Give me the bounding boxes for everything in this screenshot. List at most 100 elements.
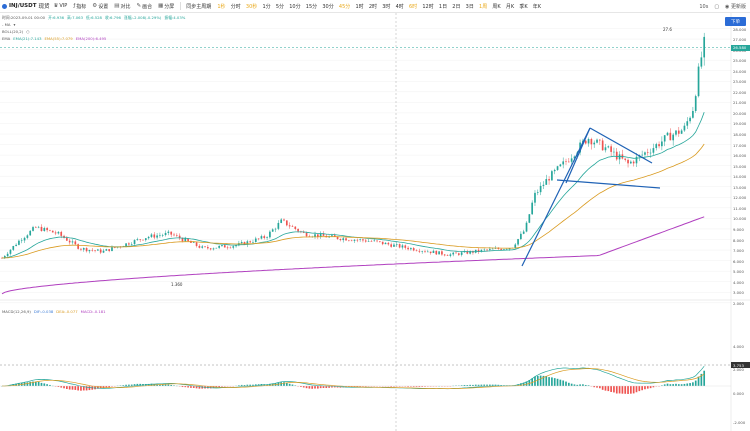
macd-histogram-bar <box>410 386 412 387</box>
compare-button[interactable]: ▤ 对比 <box>114 3 130 10</box>
interval-tab[interactable]: 30秒 <box>245 3 258 10</box>
candle-body <box>593 142 596 145</box>
candle-body <box>277 222 280 229</box>
candle-body <box>221 245 223 247</box>
candle-body <box>153 234 156 238</box>
candle-body <box>85 248 88 252</box>
split-screen-button[interactable]: ▦ 分屏 <box>158 3 174 10</box>
refresh-rate[interactable]: 10s <box>699 3 709 10</box>
interval-tab[interactable]: 月K <box>505 3 515 10</box>
interval-tab[interactable]: 1时 <box>355 3 364 10</box>
candle-body <box>404 245 407 248</box>
macd-histogram-bar <box>119 385 122 386</box>
interval-tab[interactable]: 2日 <box>452 3 461 10</box>
macd-histogram-bar <box>393 386 395 387</box>
interval-tabs: 1秒 分时 30秒 1分 5分 10分 15分 30分 45分 1时 2时 3时 4时 6时 12时 1日 2日… <box>217 3 546 10</box>
candle-body <box>187 238 189 242</box>
candle-body <box>697 66 700 97</box>
line2-item: - MA <box>2 22 11 27</box>
screenshot-icon[interactable]: ▢ <box>714 3 720 10</box>
macd-histogram-bar <box>74 386 77 390</box>
macd-histogram-bar <box>291 384 294 386</box>
macd-histogram-bar <box>675 383 677 386</box>
macd-histogram-bar <box>624 386 627 394</box>
candle-body <box>252 242 254 243</box>
sync-period-button[interactable]: 同步主周期 <box>186 3 211 10</box>
line1-item: 收:6.796 <box>104 15 121 20</box>
candle-body <box>424 251 426 252</box>
candle-body <box>449 254 452 256</box>
interval-tab[interactable]: 3日 <box>465 3 474 10</box>
indicator-button[interactable]: ƒ 指标 <box>73 3 86 10</box>
candle-body <box>170 231 173 235</box>
candle-body <box>362 239 364 241</box>
price-axis[interactable]: 28.00027.00026.00025.00024.00023.00022.0… <box>731 0 750 306</box>
candle-body <box>37 226 40 228</box>
macd-histogram-bar <box>43 383 46 386</box>
macd-histogram-bar <box>517 384 519 386</box>
line1-item: 时间:2023-09-01 00:00 <box>2 15 46 20</box>
split-label: 分屏 <box>164 3 175 10</box>
macd-axis[interactable]: 4.000 2.000 0.000 -2.000 <box>731 300 750 431</box>
interval-tab[interactable]: 5分 <box>275 3 285 10</box>
candle-body <box>553 169 556 172</box>
macd-histogram-bar <box>159 384 161 386</box>
interval-tab[interactable]: 12时 <box>422 3 434 10</box>
price-tick: 27.000 <box>733 37 747 43</box>
boll-info[interactable]: BOLL(20,2) ○ <box>2 29 33 34</box>
interval-tab[interactable]: 45分 <box>338 3 351 10</box>
vip-button[interactable]: ♛ VIP <box>53 3 67 9</box>
macd-histogram-bar <box>412 386 415 387</box>
candle-body <box>57 231 60 234</box>
interval-tab[interactable]: 4时 <box>395 3 404 10</box>
interval-tab[interactable]: 周K <box>492 3 501 10</box>
interval-tab[interactable]: 1分 <box>262 3 271 10</box>
candle-body <box>381 241 384 245</box>
interval-tab[interactable]: 15分 <box>305 3 318 10</box>
interval-tab[interactable]: 30分 <box>322 3 334 10</box>
interval-tab[interactable]: 2时 <box>368 3 378 10</box>
trendline-top <box>589 127 653 164</box>
candle-body <box>460 252 463 255</box>
interval-tab[interactable]: 1秒 <box>217 3 226 10</box>
interval-tab[interactable]: 分时 <box>230 3 241 10</box>
candle-body <box>82 248 85 250</box>
interval-tab[interactable]: 季K <box>519 3 528 10</box>
macd-histogram-bar <box>223 386 226 387</box>
candle-body <box>522 231 525 234</box>
price-tick: 14.000 <box>733 174 747 180</box>
macd-histogram-bar <box>322 386 325 389</box>
draw-button[interactable]: ✎ 画合 <box>136 3 152 10</box>
divider <box>180 2 182 10</box>
candle-body <box>175 235 178 236</box>
candle-body <box>641 154 643 156</box>
candle-body <box>26 235 29 238</box>
candle-body <box>308 236 311 237</box>
candle-body <box>556 166 559 170</box>
interval-tab[interactable]: 3时 <box>382 3 391 10</box>
interval-tab[interactable]: 6时 <box>408 3 418 10</box>
candle-body <box>393 244 395 247</box>
macd-histogram-bar <box>288 383 291 386</box>
macd-histogram-bar <box>686 383 689 386</box>
order-button[interactable]: 下单 <box>725 17 746 26</box>
interval-tab[interactable]: 10分 <box>289 3 301 10</box>
macd-histogram-bar <box>472 384 474 386</box>
interval-tab[interactable]: 年K <box>532 3 542 10</box>
candle-body <box>319 233 322 237</box>
interval-tab[interactable]: 1日 <box>438 3 448 10</box>
macd-histogram-bar <box>122 385 125 386</box>
version-toggle[interactable]: ◉ 更新版 <box>725 4 746 10</box>
candle-body <box>348 240 350 242</box>
interval-tab[interactable]: 1周 <box>479 3 488 10</box>
macd-histogram-bar <box>683 383 686 386</box>
macd-histogram-bar <box>661 385 663 386</box>
settings-button[interactable]: ⚙ 设置 <box>92 3 108 10</box>
ma-info[interactable]: - MA ▾ <box>2 22 18 27</box>
symbol-selector[interactable]: INJ/USDT 现货 <box>2 2 49 10</box>
candle-body <box>297 228 299 232</box>
macd-histogram-bar <box>618 386 621 394</box>
macd-histogram-bar <box>480 384 483 386</box>
macd-histogram-bar <box>40 382 43 386</box>
